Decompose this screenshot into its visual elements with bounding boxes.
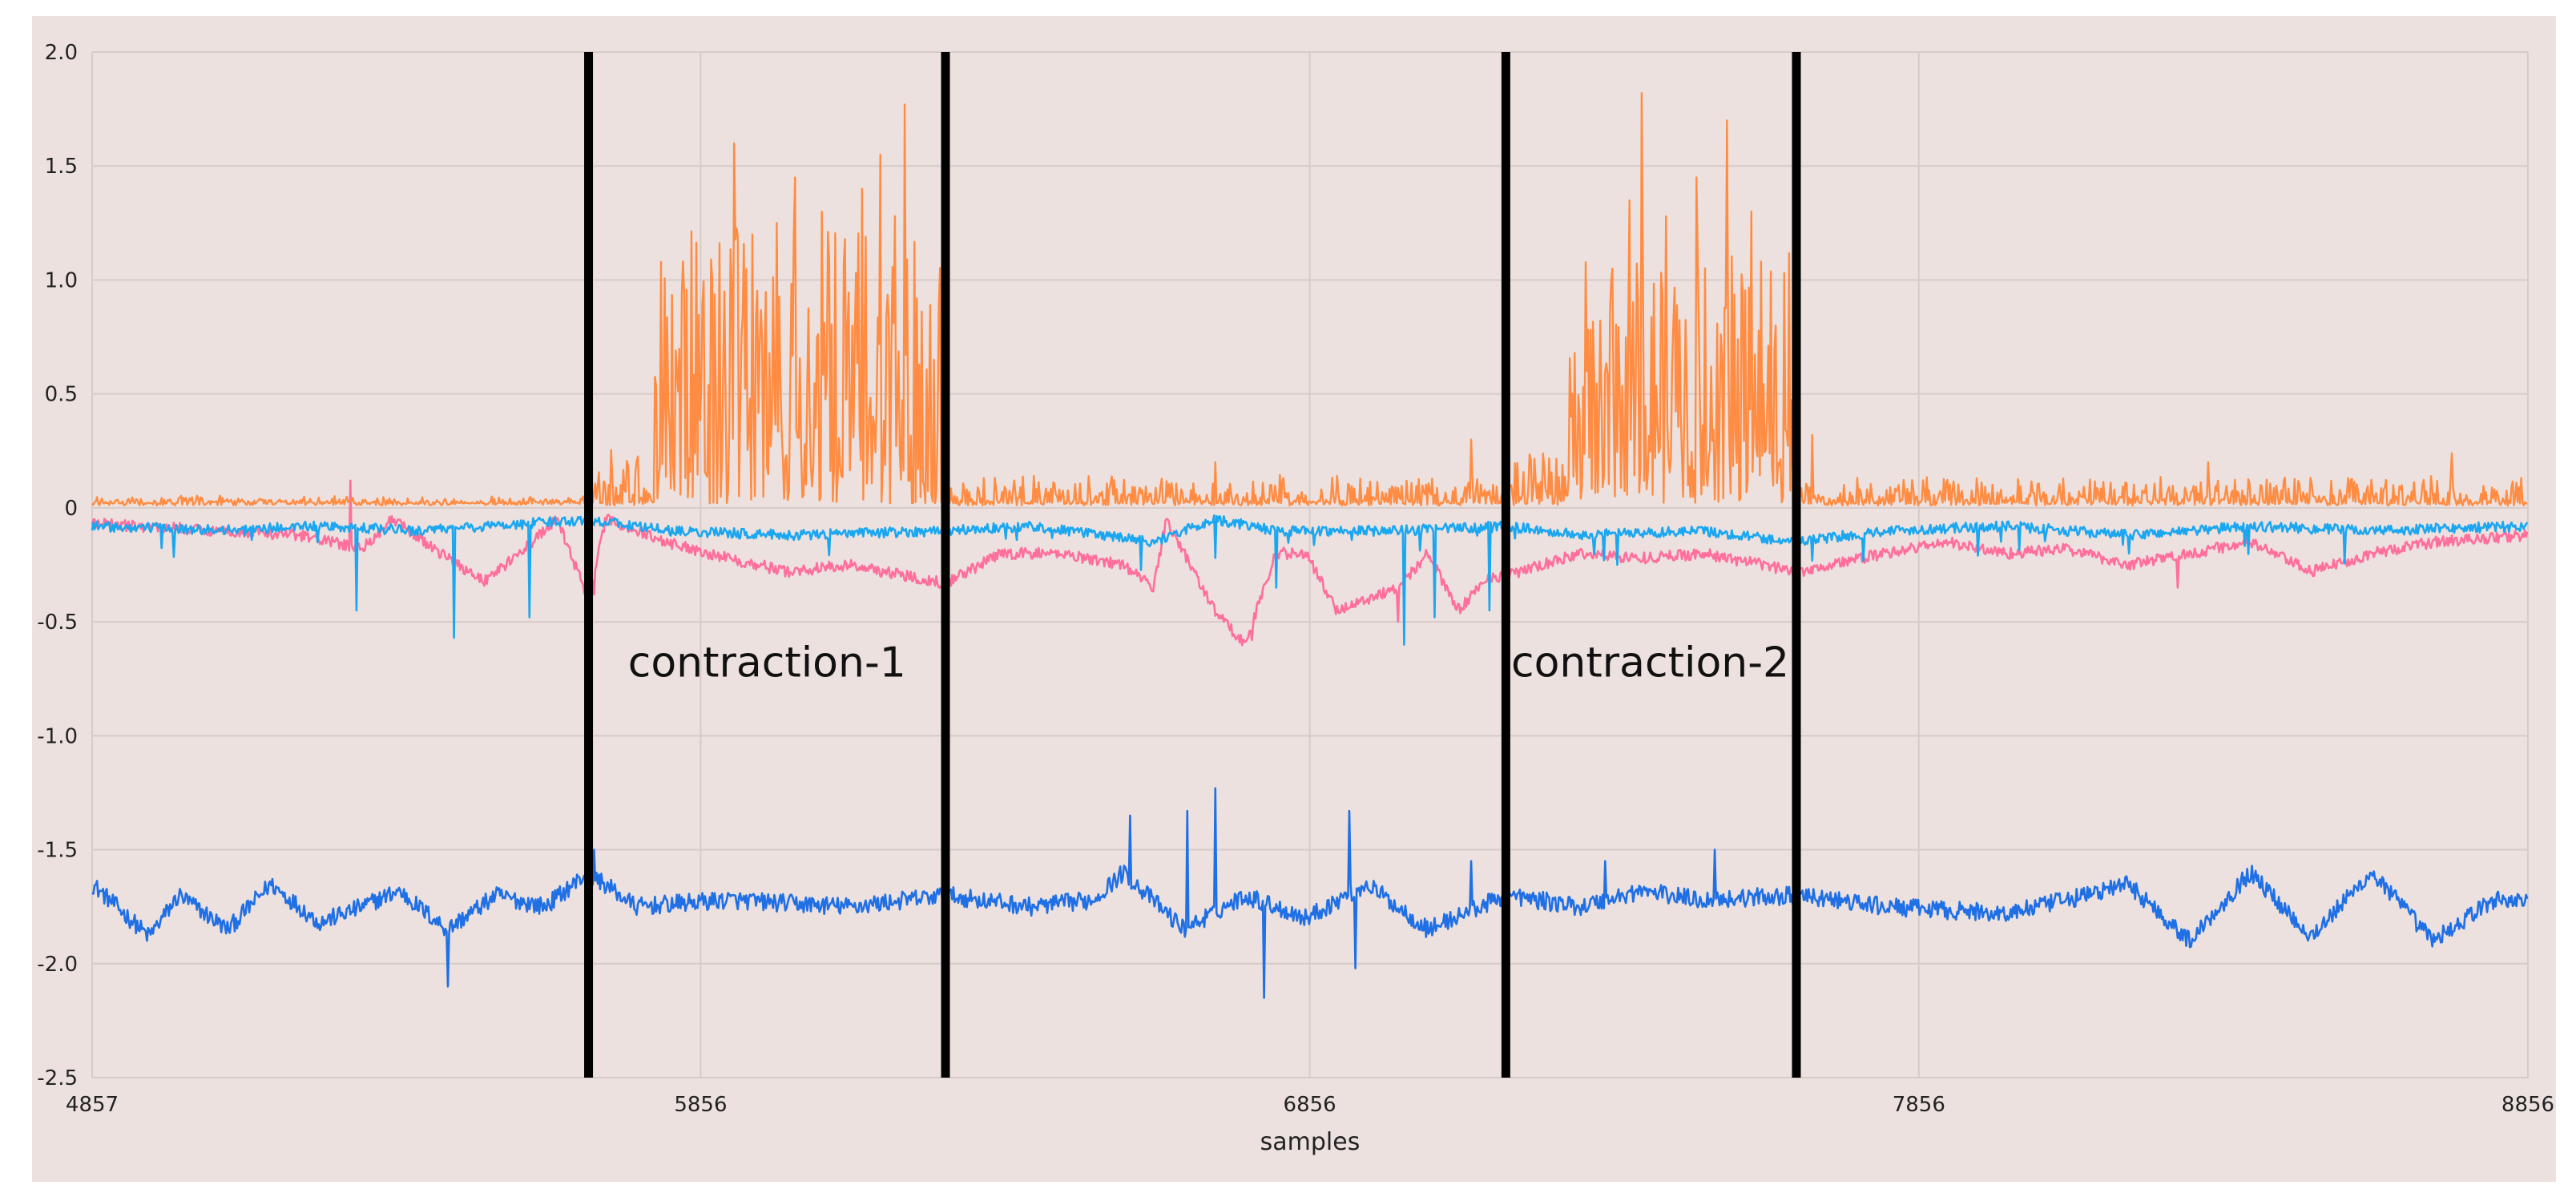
y-tick-label: 1.0 [45, 268, 78, 292]
y-tick-label: 0 [64, 497, 78, 521]
contraction-annotation: contraction-2 [1511, 639, 1789, 687]
y-tick-label: -2.5 [37, 1066, 78, 1090]
y-tick-label: -2.0 [37, 953, 78, 977]
series-line-orange [91, 92, 2528, 507]
x-axis-ticks: 4857 5856 6856 7856 8856 [66, 1093, 2554, 1117]
y-tick-label: -1.5 [37, 839, 78, 863]
y-axis-ticks: 2.0 1.5 1.0 0.5 0 -0.5 -1.0 -1.5 -2.0 -2.5 [37, 41, 78, 1090]
y-tick-label: 1.5 [45, 155, 78, 179]
x-tick-label: 5856 [674, 1093, 727, 1117]
plot-background [32, 16, 2556, 1182]
series-group [91, 92, 2529, 999]
series-line-pink [91, 479, 2529, 647]
y-tick-label: -0.5 [37, 611, 78, 635]
series-line-light-blue [91, 514, 2529, 646]
contraction-boundaries [584, 52, 1801, 1078]
y-tick-label: 0.5 [45, 383, 78, 407]
y-tick-label: 2.0 [45, 41, 78, 65]
x-tick-label: 4857 [66, 1093, 119, 1117]
series-line-dark-blue [91, 787, 2529, 999]
annotations: contraction-1 contraction-2 [628, 639, 1789, 687]
contraction-annotation: contraction-1 [628, 639, 906, 687]
x-tick-label: 7856 [1893, 1093, 1945, 1117]
x-axis-label: samples [1260, 1128, 1361, 1156]
x-tick-label: 6856 [1284, 1093, 1336, 1117]
x-tick-label: 8856 [2501, 1093, 2554, 1117]
y-tick-label: -1.0 [37, 724, 78, 748]
